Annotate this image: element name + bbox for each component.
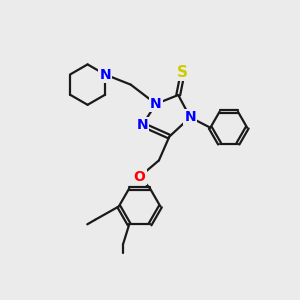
Text: O: O: [134, 170, 146, 184]
Text: N: N: [184, 110, 196, 124]
Text: N: N: [137, 118, 148, 132]
Text: N: N: [99, 68, 111, 82]
Text: S: S: [177, 65, 188, 80]
Text: N: N: [150, 97, 162, 111]
